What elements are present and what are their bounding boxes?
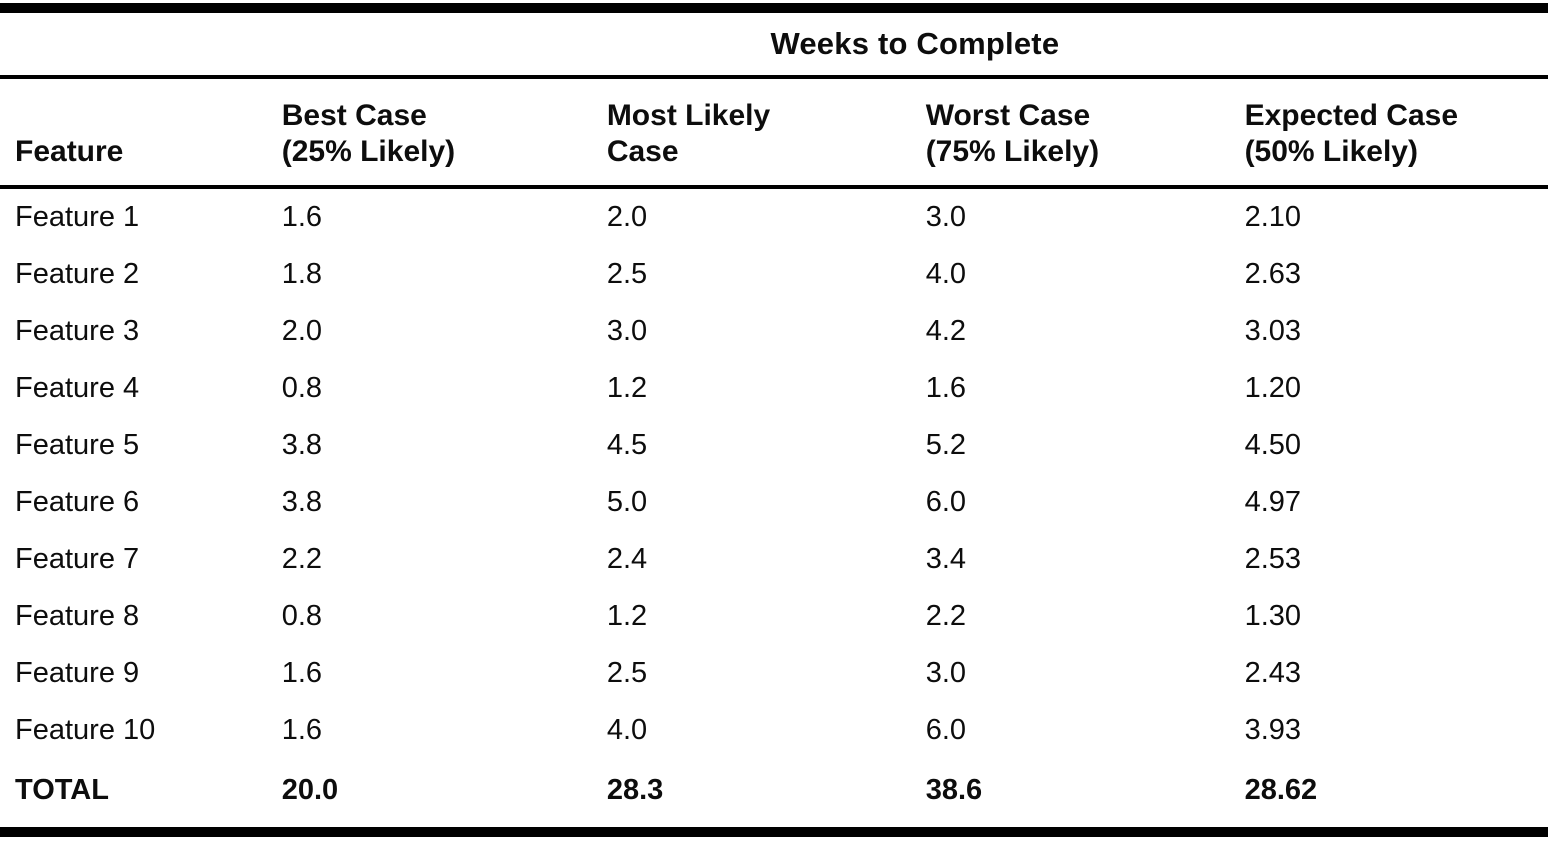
table-body: Feature 1 1.6 2.0 3.0 2.10 Feature 2 1.8…	[0, 187, 1548, 759]
column-header-most-likely-line1: Most Likely	[606, 98, 771, 132]
table-spanning-header: Weeks to Complete	[281, 8, 1548, 79]
table-row: Feature 6 3.8 5.0 6.0 4.97	[0, 474, 1548, 531]
worst-case-cell: 2.2	[925, 600, 967, 632]
best-case-cell: 1.8	[281, 258, 323, 290]
feature-cell: Feature 8	[15, 600, 140, 632]
worst-case-cell: 3.0	[925, 657, 967, 689]
table-row: Feature 9 1.6 2.5 3.0 2.43	[0, 645, 1548, 702]
worst-case-cell: 5.2	[925, 429, 967, 461]
best-case-cell: 1.6	[281, 201, 323, 233]
most-likely-case-cell: 3.0	[606, 315, 648, 347]
feature-cell: Feature 2	[15, 258, 140, 290]
expected-case-cell: 2.53	[1244, 543, 1302, 575]
column-header-expected-case: Expected Case (50% Likely)	[1244, 77, 1548, 189]
table-row: Feature 7 2.2 2.4 3.4 2.53	[0, 531, 1548, 588]
most-likely-case-cell: 1.2	[606, 372, 648, 404]
most-likely-case-cell: 4.0	[606, 714, 648, 746]
feature-cell: Feature 4	[15, 372, 140, 404]
total-label: TOTAL	[15, 773, 109, 806]
feature-cell: Feature 6	[15, 486, 140, 518]
feature-cell: Feature 1	[15, 201, 140, 233]
feature-cell: Feature 9	[15, 657, 140, 689]
column-header-worst-case-line1: Worst Case	[925, 98, 1091, 132]
feature-cell: Feature 7	[15, 543, 140, 575]
table-row: Feature 8 0.8 1.2 2.2 1.30	[0, 588, 1548, 645]
column-header-best-case-line2: (25% Likely)	[281, 135, 456, 169]
spanning-header-row: Weeks to Complete	[0, 8, 1548, 79]
worst-case-cell: 6.0	[925, 486, 967, 518]
most-likely-case-cell: 2.5	[606, 657, 648, 689]
total-best-case: 20.0	[281, 773, 339, 806]
table-row: Feature 5 3.8 4.5 5.2 4.50	[0, 417, 1548, 474]
expected-case-cell: 3.93	[1244, 714, 1302, 746]
total-worst-case: 38.6	[925, 773, 983, 806]
most-likely-case-cell: 4.5	[606, 429, 648, 461]
table-row: Feature 10 1.6 4.0 6.0 3.93	[0, 702, 1548, 759]
expected-case-cell: 4.50	[1244, 429, 1302, 461]
best-case-cell: 0.8	[281, 600, 323, 632]
expected-case-cell: 2.10	[1244, 201, 1302, 233]
expected-case-cell: 2.43	[1244, 657, 1302, 689]
table-row: Feature 4 0.8 1.2 1.6 1.20	[0, 360, 1548, 417]
table-row: Feature 2 1.8 2.5 4.0 2.63	[0, 246, 1548, 303]
column-header-feature: Feature	[0, 77, 282, 189]
table-row: Feature 1 1.6 2.0 3.0 2.10	[0, 187, 1548, 246]
most-likely-case-cell: 5.0	[606, 486, 648, 518]
worst-case-cell: 3.4	[925, 543, 967, 575]
total-expected-case: 28.62	[1244, 773, 1318, 806]
column-header-expected-case-line2: (50% Likely)	[1244, 135, 1418, 169]
most-likely-case-cell: 1.2	[606, 600, 648, 632]
expected-case-cell: 2.63	[1244, 258, 1302, 290]
best-case-cell: 0.8	[281, 372, 323, 404]
total-row: TOTAL 20.0 28.3 38.6 28.62	[0, 759, 1548, 832]
expected-case-cell: 1.30	[1244, 600, 1302, 632]
column-header-worst-case: Worst Case (75% Likely)	[925, 77, 1245, 189]
expected-case-cell: 3.03	[1244, 315, 1302, 347]
worst-case-cell: 6.0	[925, 714, 967, 746]
column-header-best-case-line1: Best Case	[281, 98, 427, 132]
feature-cell: Feature 5	[15, 429, 140, 461]
most-likely-case-cell: 2.4	[606, 543, 648, 575]
most-likely-case-cell: 2.0	[606, 201, 648, 233]
best-case-cell: 3.8	[281, 486, 323, 518]
feature-cell: Feature 10	[15, 714, 156, 746]
column-header-worst-case-line2: (75% Likely)	[925, 135, 1100, 169]
best-case-cell: 3.8	[281, 429, 323, 461]
best-case-cell: 1.6	[281, 657, 323, 689]
feature-cell: Feature 3	[15, 315, 140, 347]
best-case-cell: 1.6	[281, 714, 323, 746]
worst-case-cell: 3.0	[925, 201, 967, 233]
expected-case-cell: 4.97	[1244, 486, 1302, 518]
table-row: Feature 3 2.0 3.0 4.2 3.03	[0, 303, 1548, 360]
estimation-table: Weeks to Complete Feature Best Case (25%…	[0, 3, 1548, 837]
column-header-row: Feature Best Case (25% Likely) Most Like…	[0, 77, 1548, 189]
best-case-cell: 2.0	[281, 315, 323, 347]
column-header-best-case: Best Case (25% Likely)	[281, 77, 607, 189]
column-header-most-likely-line2: Case	[606, 135, 679, 169]
worst-case-cell: 1.6	[925, 372, 967, 404]
most-likely-case-cell: 2.5	[606, 258, 648, 290]
column-header-expected-case-line1: Expected Case	[1244, 98, 1459, 132]
worst-case-cell: 4.2	[925, 315, 967, 347]
column-header-most-likely-case: Most Likely Case	[606, 77, 926, 189]
total-most-likely-case: 28.3	[606, 773, 664, 806]
worst-case-cell: 4.0	[925, 258, 967, 290]
spanning-header-spacer	[0, 8, 282, 79]
best-case-cell: 2.2	[281, 543, 323, 575]
expected-case-cell: 1.20	[1244, 372, 1302, 404]
